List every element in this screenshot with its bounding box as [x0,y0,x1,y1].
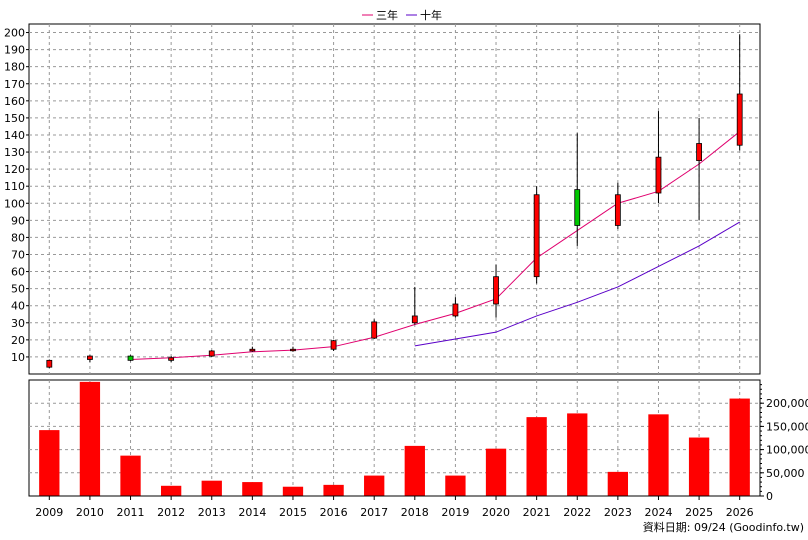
price-ytick-label: 120 [4,163,25,176]
volume-ytick-label: 200,000 [766,397,808,410]
volume-ytick-label: 50,000 [766,467,805,480]
x-tick-label: 2020 [482,506,510,519]
price-ytick-label: 20 [11,334,25,347]
volume-bar [323,484,344,496]
price-frame [28,23,761,375]
x-tick-label: 2014 [238,506,266,519]
x-tick-label: 2011 [117,506,145,519]
volume-panel: 0 50,000 100,000 150,000 200,000 [28,379,808,503]
candle-body [533,194,540,278]
volume-bar [120,455,141,496]
volume-bar [445,475,466,496]
volume-bar [39,430,60,496]
volume-bar [79,381,101,496]
candle-body [493,276,499,305]
x-tick-label: 2015 [279,506,307,519]
volume-bar [607,471,629,496]
candle-body [452,303,459,317]
candle-body [168,357,175,361]
x-tick-label: 2019 [441,506,469,519]
x-tick-label: 2023 [604,506,632,519]
candle-body [249,348,256,352]
volume-bar [201,480,222,496]
price-ytick-label: 170 [4,78,25,91]
candle-body [371,321,378,339]
price-ytick-label: 10 [11,351,25,364]
price-panel: 10 20 30 40 50 60 70 80 90 100 110 120 130 140 150 160 1… [4,23,761,375]
x-tick-label: 2010 [76,506,104,519]
x-tick-label: 2026 [726,506,754,519]
price-ytick-label: 70 [11,248,25,261]
x-tick-label: 2016 [320,506,348,519]
candle-body [696,143,702,161]
price-ytick-label: 90 [11,214,25,227]
legend-label-3yr: 三年 [376,8,398,22]
volume-bar [526,417,547,496]
volume-bar [485,448,507,496]
candle-body [736,93,743,146]
legend: 三年 十年 [362,8,442,22]
volume-bar [648,414,669,496]
x-tick-label: 2018 [401,506,429,519]
price-ytick-label: 50 [11,283,25,296]
x-tick-label: 2009 [35,506,63,519]
footer-source: 資料日期: 09/24 (Goodinfo.tw) [643,520,804,534]
candle-body [411,315,418,324]
price-ytick-label: 160 [4,95,25,108]
price-ytick-label: 40 [11,300,25,313]
price-ytick-label: 100 [4,197,25,210]
volume-bar [688,437,710,496]
candle-body [614,194,621,226]
price-ytick-label: 180 [4,61,25,74]
volume-bar [729,398,750,496]
price-ytick-label: 190 [4,44,25,57]
volume-bar [404,445,425,496]
volume-ytick-label: 100,000 [766,444,808,457]
x-tick-label: 2024 [644,506,672,519]
ma-line [414,221,740,347]
x-tick-label: 2013 [198,506,226,519]
candle-body [127,355,134,361]
price-ytick-label: 150 [4,112,25,125]
price-ytick-label: 60 [11,266,25,279]
volume-ytick-label: 150,000 [766,420,808,433]
x-tick-label: 2021 [523,506,551,519]
candle-body [87,355,93,360]
volume-bar [160,485,182,496]
price-ytick-label: 110 [4,180,25,193]
x-axis: 2009 2010 2011 2012 2013 2014 2015 2016 2017 2018… [29,495,760,519]
candle-body [208,350,215,357]
volume-bar [242,482,263,496]
candle-body [574,189,581,226]
price-ytick-label: 80 [11,231,25,244]
candle-body [46,359,53,368]
price-ytick-label: 130 [4,146,25,159]
x-tick-label: 2025 [685,506,713,519]
price-ytick-label: 30 [11,317,25,330]
ma-line [130,131,741,360]
volume-bar [364,475,385,496]
volume-bar [567,413,588,496]
price-ytick-label: 200 [4,27,25,40]
volume-bar [282,486,304,496]
x-tick-label: 2017 [360,506,388,519]
x-tick-label: 2022 [563,506,591,519]
candle-body [290,348,296,352]
candle-body [330,340,337,350]
legend-label-10yr: 十年 [420,8,442,22]
volume-ytick-label: 0 [766,490,773,503]
candle-body [655,156,662,194]
x-tick-label: 2012 [157,506,185,519]
price-ytick-label: 140 [4,129,25,142]
